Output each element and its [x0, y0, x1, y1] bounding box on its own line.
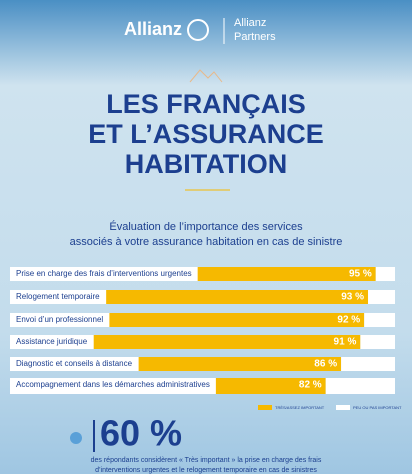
legend-swatch [258, 405, 272, 410]
category-label: Diagnostic et conseils à distance [16, 359, 133, 368]
stat: 60 % [100, 413, 182, 454]
label-bg [10, 313, 110, 327]
legend-label: TRÈS/ASSEZ IMPORTANT [275, 405, 325, 410]
value-label: 92 % [337, 315, 360, 326]
title: HABITATION [125, 149, 287, 179]
label-bg [10, 357, 139, 371]
brand: Allianz [124, 19, 182, 39]
bar [364, 313, 395, 327]
value-label: 95 % [349, 269, 372, 280]
partner: Partners [234, 31, 276, 43]
thumb-icon [70, 432, 82, 444]
value-label: 86 % [314, 359, 337, 370]
bar [10, 335, 361, 349]
bar [375, 267, 395, 281]
category-label: Accompagnement dans les démarches admini… [16, 380, 210, 389]
subtitle: Évaluation de l’importance des services [109, 220, 303, 233]
title: ET L’ASSURANCE [88, 119, 324, 149]
bar [325, 378, 395, 394]
logo-icon [187, 19, 209, 41]
label-bg [10, 290, 107, 304]
footer-text: des répondants considèrent « Très import… [91, 457, 322, 464]
value-label: 91 % [334, 337, 357, 348]
label-bg [10, 335, 94, 349]
value-label: 82 % [299, 380, 322, 391]
category-label: Assistance juridique [16, 337, 88, 346]
category-label: Prise en charge des frais d’intervention… [16, 269, 192, 278]
category-label: Relogement temporaire [16, 292, 100, 301]
partner: Allianz [234, 17, 266, 29]
footer-text: d’interventions urgentes et le relogemen… [95, 467, 317, 474]
title: LES FRANÇAIS [106, 89, 306, 119]
legend-label: PEU OU PAS IMPORTANT [353, 405, 402, 410]
label-bg [10, 267, 198, 281]
bar [341, 357, 395, 371]
category-label: Envoi d’un professionnel [16, 315, 103, 324]
value-label: 93 % [341, 292, 364, 303]
bar [368, 290, 395, 304]
legend-swatch [336, 405, 350, 410]
bar [360, 335, 395, 349]
mountain-icon [189, 69, 223, 83]
label-bg [10, 378, 216, 394]
subtitle: associés à votre assurance habitation en… [70, 236, 343, 248]
